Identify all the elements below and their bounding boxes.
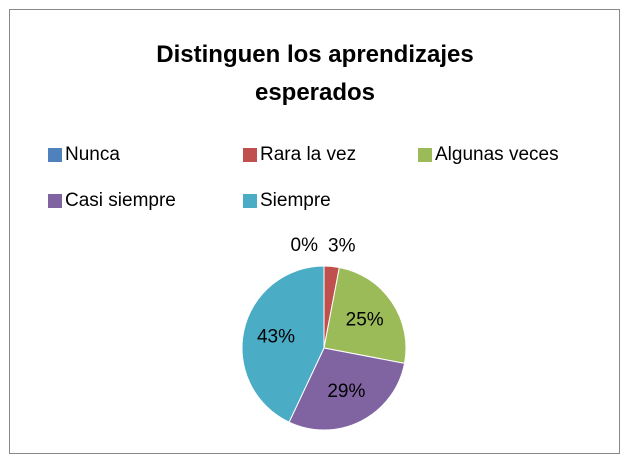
legend-label: Nunca <box>65 144 120 165</box>
data-label: 3% <box>328 235 356 256</box>
legend-label: Algunas veces <box>435 144 559 165</box>
data-label: 25% <box>346 309 384 330</box>
data-label: 43% <box>257 326 295 347</box>
pie-slice <box>323 266 407 364</box>
chart-title: Distinguen los aprendizajes esperados <box>156 41 474 106</box>
legend-swatch <box>48 148 62 162</box>
legend-swatch <box>243 148 257 162</box>
chart-frame <box>9 9 620 454</box>
data-label: 0% <box>291 235 319 256</box>
legend-label: Casi siempre <box>65 190 176 211</box>
pie-slice <box>241 265 325 423</box>
data-label: 29% <box>327 381 365 402</box>
legend-label: Siempre <box>260 190 331 211</box>
legend-swatch <box>48 194 62 208</box>
pie-slice <box>288 347 406 431</box>
legend-swatch <box>418 148 432 162</box>
legend-label: Rara la vez <box>260 144 356 165</box>
legend-swatch <box>243 194 257 208</box>
